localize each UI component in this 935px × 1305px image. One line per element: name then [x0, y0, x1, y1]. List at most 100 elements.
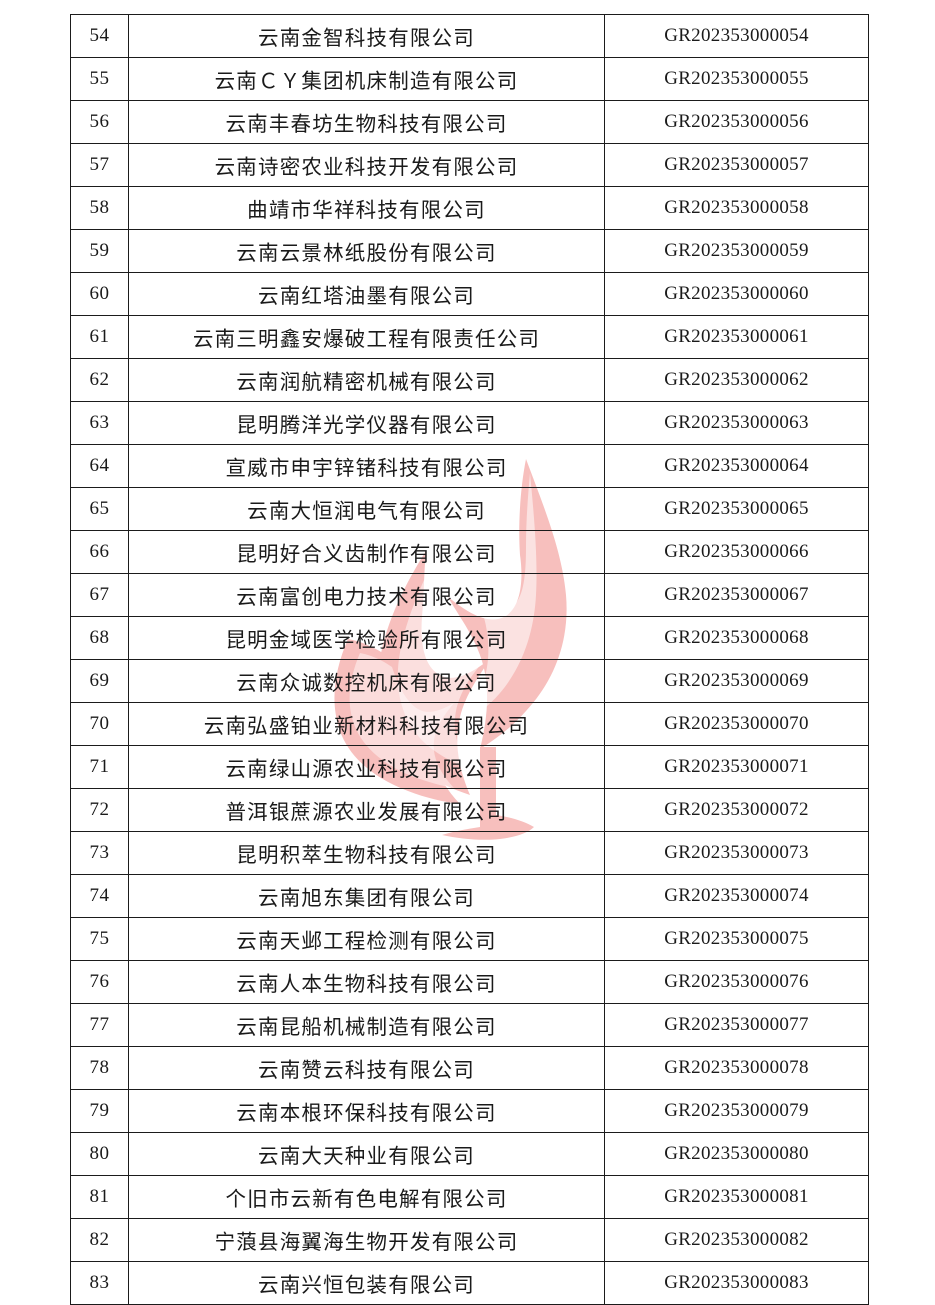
certificate-number-cell: GR202353000058 [605, 187, 869, 230]
row-index-cell: 74 [71, 875, 129, 918]
certificate-number-cell: GR202353000068 [605, 617, 869, 660]
table-row: 60云南红塔油墨有限公司GR202353000060 [71, 273, 869, 316]
company-name-cell: 个旧市云新有色电解有限公司 [129, 1176, 605, 1219]
row-index-cell: 54 [71, 15, 129, 58]
table-row: 75云南天邺工程检测有限公司GR202353000075 [71, 918, 869, 961]
certificate-number-cell: GR202353000061 [605, 316, 869, 359]
company-name-cell: 昆明积萃生物科技有限公司 [129, 832, 605, 875]
row-index-cell: 71 [71, 746, 129, 789]
table-row: 55云南ＣＹ集团机床制造有限公司GR202353000055 [71, 58, 869, 101]
company-name-cell: 宣威市申宇锌锗科技有限公司 [129, 445, 605, 488]
company-name-cell: 普洱银蔗源农业发展有限公司 [129, 789, 605, 832]
company-name-cell: 云南丰春坊生物科技有限公司 [129, 101, 605, 144]
row-index-cell: 64 [71, 445, 129, 488]
certificate-number-cell: GR202353000073 [605, 832, 869, 875]
certificate-number-cell: GR202353000082 [605, 1219, 869, 1262]
table-row: 54云南金智科技有限公司GR202353000054 [71, 15, 869, 58]
table-row: 70云南弘盛铂业新材料科技有限公司GR202353000070 [71, 703, 869, 746]
certificate-number-cell: GR202353000063 [605, 402, 869, 445]
table-row: 56云南丰春坊生物科技有限公司GR202353000056 [71, 101, 869, 144]
table-row: 77云南昆船机械制造有限公司GR202353000077 [71, 1004, 869, 1047]
certificate-number-cell: GR202353000055 [605, 58, 869, 101]
certificate-number-cell: GR202353000066 [605, 531, 869, 574]
row-index-cell: 66 [71, 531, 129, 574]
row-index-cell: 82 [71, 1219, 129, 1262]
table-row: 72普洱银蔗源农业发展有限公司GR202353000072 [71, 789, 869, 832]
registration-table-container: 54云南金智科技有限公司GR20235300005455云南ＣＹ集团机床制造有限… [70, 14, 868, 1305]
table-row: 78云南赞云科技有限公司GR202353000078 [71, 1047, 869, 1090]
company-name-cell: 云南众诚数控机床有限公司 [129, 660, 605, 703]
row-index-cell: 56 [71, 101, 129, 144]
table-row: 79云南本根环保科技有限公司GR202353000079 [71, 1090, 869, 1133]
certificate-number-cell: GR202353000054 [605, 15, 869, 58]
certificate-number-cell: GR202353000060 [605, 273, 869, 316]
row-index-cell: 60 [71, 273, 129, 316]
company-name-cell: 云南旭东集团有限公司 [129, 875, 605, 918]
company-name-cell: 昆明金域医学检验所有限公司 [129, 617, 605, 660]
table-row: 59云南云景林纸股份有限公司GR202353000059 [71, 230, 869, 273]
company-name-cell: 昆明腾洋光学仪器有限公司 [129, 402, 605, 445]
row-index-cell: 69 [71, 660, 129, 703]
certificate-number-cell: GR202353000075 [605, 918, 869, 961]
row-index-cell: 75 [71, 918, 129, 961]
certificate-number-cell: GR202353000078 [605, 1047, 869, 1090]
table-row: 80云南大天种业有限公司GR202353000080 [71, 1133, 869, 1176]
table-row: 82宁蒗县海翼海生物开发有限公司GR202353000082 [71, 1219, 869, 1262]
company-name-cell: 云南人本生物科技有限公司 [129, 961, 605, 1004]
company-name-cell: 云南诗密农业科技开发有限公司 [129, 144, 605, 187]
company-name-cell: 云南红塔油墨有限公司 [129, 273, 605, 316]
row-index-cell: 79 [71, 1090, 129, 1133]
certificate-number-cell: GR202353000072 [605, 789, 869, 832]
certificate-number-cell: GR202353000076 [605, 961, 869, 1004]
company-name-cell: 云南云景林纸股份有限公司 [129, 230, 605, 273]
table-row: 67云南富创电力技术有限公司GR202353000067 [71, 574, 869, 617]
registration-table: 54云南金智科技有限公司GR20235300005455云南ＣＹ集团机床制造有限… [70, 14, 869, 1305]
certificate-number-cell: GR202353000080 [605, 1133, 869, 1176]
table-row: 57云南诗密农业科技开发有限公司GR202353000057 [71, 144, 869, 187]
table-row: 69云南众诚数控机床有限公司GR202353000069 [71, 660, 869, 703]
row-index-cell: 63 [71, 402, 129, 445]
table-row: 74云南旭东集团有限公司GR202353000074 [71, 875, 869, 918]
certificate-number-cell: GR202353000070 [605, 703, 869, 746]
company-name-cell: 云南三明鑫安爆破工程有限责任公司 [129, 316, 605, 359]
company-name-cell: 云南金智科技有限公司 [129, 15, 605, 58]
row-index-cell: 58 [71, 187, 129, 230]
table-row: 68昆明金域医学检验所有限公司GR202353000068 [71, 617, 869, 660]
table-row: 71云南绿山源农业科技有限公司GR202353000071 [71, 746, 869, 789]
certificate-number-cell: GR202353000077 [605, 1004, 869, 1047]
company-name-cell: 云南弘盛铂业新材料科技有限公司 [129, 703, 605, 746]
row-index-cell: 67 [71, 574, 129, 617]
certificate-number-cell: GR202353000059 [605, 230, 869, 273]
table-row: 83云南兴恒包装有限公司GR202353000083 [71, 1262, 869, 1305]
company-name-cell: 云南大恒润电气有限公司 [129, 488, 605, 531]
company-name-cell: 云南ＣＹ集团机床制造有限公司 [129, 58, 605, 101]
row-index-cell: 80 [71, 1133, 129, 1176]
certificate-number-cell: GR202353000069 [605, 660, 869, 703]
company-name-cell: 昆明好合义齿制作有限公司 [129, 531, 605, 574]
row-index-cell: 78 [71, 1047, 129, 1090]
row-index-cell: 73 [71, 832, 129, 875]
table-row: 58曲靖市华祥科技有限公司GR202353000058 [71, 187, 869, 230]
certificate-number-cell: GR202353000057 [605, 144, 869, 187]
row-index-cell: 77 [71, 1004, 129, 1047]
table-row: 62云南润航精密机械有限公司GR202353000062 [71, 359, 869, 402]
certificate-number-cell: GR202353000074 [605, 875, 869, 918]
table-row: 73昆明积萃生物科技有限公司GR202353000073 [71, 832, 869, 875]
row-index-cell: 62 [71, 359, 129, 402]
table-row: 65云南大恒润电气有限公司GR202353000065 [71, 488, 869, 531]
row-index-cell: 65 [71, 488, 129, 531]
company-name-cell: 云南本根环保科技有限公司 [129, 1090, 605, 1133]
certificate-number-cell: GR202353000064 [605, 445, 869, 488]
company-name-cell: 云南天邺工程检测有限公司 [129, 918, 605, 961]
table-row: 61云南三明鑫安爆破工程有限责任公司GR202353000061 [71, 316, 869, 359]
row-index-cell: 83 [71, 1262, 129, 1305]
company-name-cell: 宁蒗县海翼海生物开发有限公司 [129, 1219, 605, 1262]
company-name-cell: 云南润航精密机械有限公司 [129, 359, 605, 402]
certificate-number-cell: GR202353000071 [605, 746, 869, 789]
row-index-cell: 59 [71, 230, 129, 273]
table-row: 63昆明腾洋光学仪器有限公司GR202353000063 [71, 402, 869, 445]
certificate-number-cell: GR202353000083 [605, 1262, 869, 1305]
table-body: 54云南金智科技有限公司GR20235300005455云南ＣＹ集团机床制造有限… [71, 15, 869, 1305]
row-index-cell: 76 [71, 961, 129, 1004]
table-row: 66昆明好合义齿制作有限公司GR202353000066 [71, 531, 869, 574]
